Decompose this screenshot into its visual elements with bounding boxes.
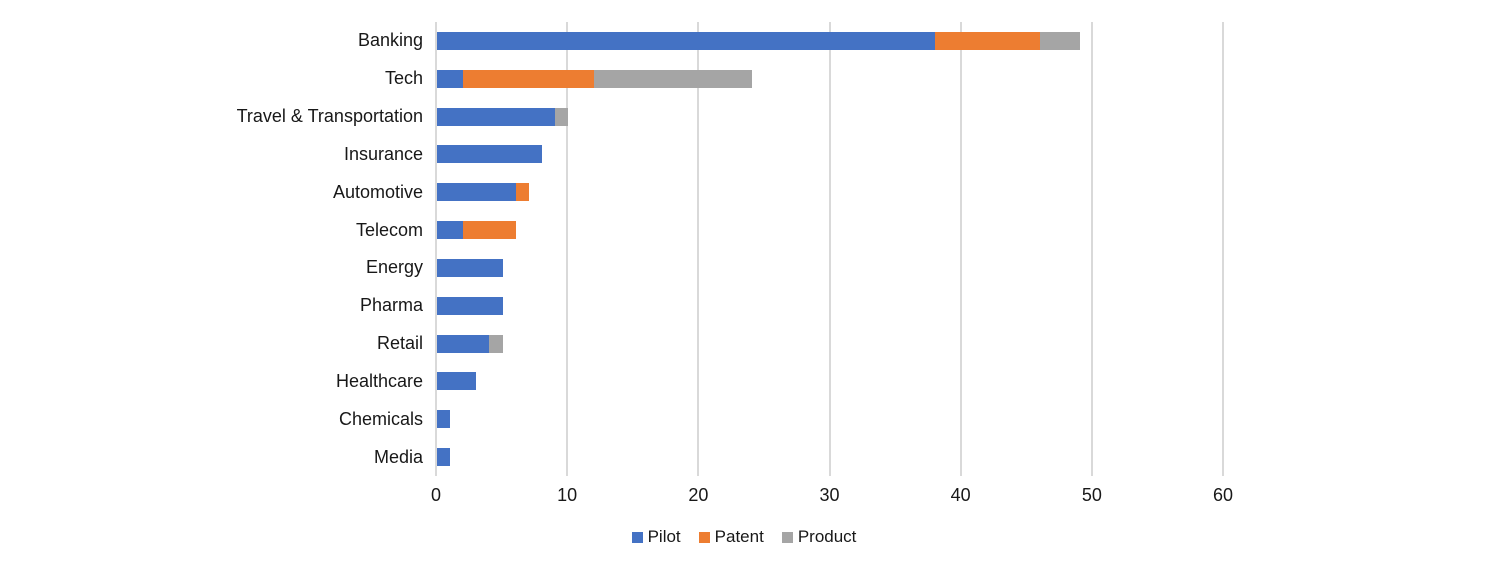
bar-segment-pilot [437, 145, 542, 164]
gridline [1090, 22, 1093, 476]
x-axis-tick-labels: 0 10 20 30 40 50 60 [0, 485, 1488, 509]
bar-row [437, 211, 1223, 249]
bar-segment-pilot [437, 372, 477, 391]
bar-segment-pilot [437, 107, 556, 126]
category-label: Automotive [332, 181, 423, 202]
legend-item-patent: Patent [698, 527, 764, 547]
category-label: Chemicals [338, 408, 423, 429]
gridline [435, 22, 437, 476]
bar-row [437, 136, 1223, 174]
category-label: Banking [357, 30, 423, 51]
x-tick-label: 50 [1081, 485, 1102, 505]
category-label: Travel & Transportation [236, 106, 423, 127]
bar-segment-patent [515, 183, 529, 202]
bar-row [437, 325, 1223, 363]
bar-row [437, 173, 1223, 211]
bar-row [437, 400, 1223, 438]
bar-segment-pilot [437, 410, 451, 429]
legend-swatch-icon [781, 531, 793, 543]
bar-row [437, 438, 1223, 476]
bar-row [437, 363, 1223, 401]
bar-row [437, 287, 1223, 325]
bar-segment-pilot [437, 183, 516, 202]
bar-segment-patent [463, 221, 516, 240]
bar-segment-pilot [437, 69, 464, 88]
gridline [1222, 22, 1224, 476]
legend-label: Pilot [647, 527, 681, 546]
legend-label: Patent [714, 527, 764, 546]
x-tick-label: 10 [557, 485, 578, 505]
gridline [697, 22, 700, 476]
bar-segment-patent [935, 31, 1041, 50]
bar-segment-pilot [437, 258, 503, 277]
gridline [566, 22, 569, 476]
legend-swatch-icon [631, 531, 643, 543]
plot-area [435, 22, 1224, 476]
bar-segment-pilot [437, 448, 451, 467]
bar-segment-product [555, 107, 569, 126]
legend-label: Product [797, 527, 857, 546]
category-axis-labels: Banking Tech Travel & Transportation Insura… [0, 22, 423, 476]
category-label: Energy [365, 257, 423, 278]
category-label: Tech [384, 68, 423, 89]
bar-row [437, 22, 1223, 60]
category-label: Telecom [355, 219, 423, 240]
bar-segment-product [1040, 31, 1080, 50]
bar-segment-pilot [437, 296, 503, 315]
bar-segment-product [594, 69, 752, 88]
legend-item-product: Product [781, 527, 857, 547]
legend-swatch-icon [698, 531, 710, 543]
bar-segment-pilot [437, 31, 936, 50]
x-tick-label: 30 [819, 485, 840, 505]
legend: Pilot Patent Product [0, 527, 1488, 547]
gridline [959, 22, 962, 476]
category-label: Insurance [343, 143, 423, 164]
bar-segment-product [489, 334, 503, 353]
x-tick-label: 40 [950, 485, 971, 505]
legend-item-pilot: Pilot [631, 527, 681, 547]
category-label: Retail [376, 333, 423, 354]
bar-row [437, 249, 1223, 287]
category-label: Media [373, 446, 423, 467]
gridline [828, 22, 831, 476]
x-tick-label: 60 [1212, 485, 1234, 505]
bar-segment-pilot [437, 221, 464, 240]
bar-row [437, 98, 1223, 136]
x-tick-label: 0 [430, 485, 442, 505]
x-tick-label: 20 [688, 485, 709, 505]
category-label: Healthcare [335, 370, 423, 391]
bar-row [437, 60, 1223, 98]
category-label: Pharma [359, 295, 423, 316]
bar-segment-patent [463, 69, 595, 88]
bar-segment-pilot [437, 334, 490, 353]
